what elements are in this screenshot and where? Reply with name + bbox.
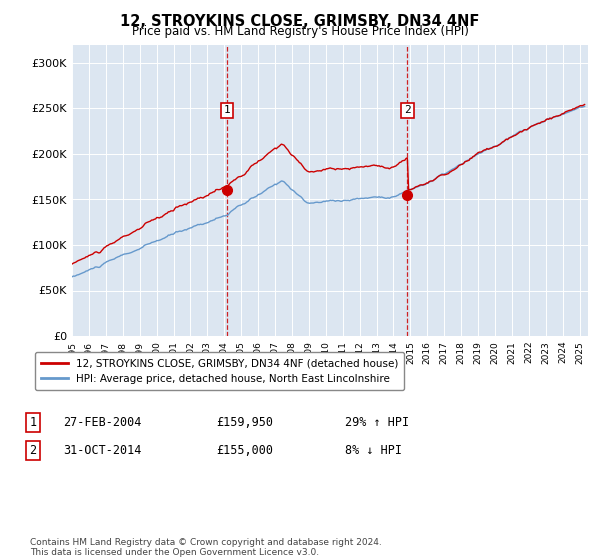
Text: 31-OCT-2014: 31-OCT-2014 <box>63 444 142 458</box>
Legend: 12, STROYKINS CLOSE, GRIMSBY, DN34 4NF (detached house), HPI: Average price, det: 12, STROYKINS CLOSE, GRIMSBY, DN34 4NF (… <box>35 352 404 390</box>
Text: 1: 1 <box>223 105 230 115</box>
Text: £159,950: £159,950 <box>216 416 273 430</box>
Text: Contains HM Land Registry data © Crown copyright and database right 2024.
This d: Contains HM Land Registry data © Crown c… <box>30 538 382 557</box>
Text: £155,000: £155,000 <box>216 444 273 458</box>
Text: 2: 2 <box>404 105 411 115</box>
Text: 29% ↑ HPI: 29% ↑ HPI <box>345 416 409 430</box>
Text: 12, STROYKINS CLOSE, GRIMSBY, DN34 4NF: 12, STROYKINS CLOSE, GRIMSBY, DN34 4NF <box>121 14 479 29</box>
Text: 8% ↓ HPI: 8% ↓ HPI <box>345 444 402 458</box>
Text: Price paid vs. HM Land Registry's House Price Index (HPI): Price paid vs. HM Land Registry's House … <box>131 25 469 38</box>
Text: 2: 2 <box>29 444 37 458</box>
Text: 27-FEB-2004: 27-FEB-2004 <box>63 416 142 430</box>
Text: 1: 1 <box>29 416 37 430</box>
